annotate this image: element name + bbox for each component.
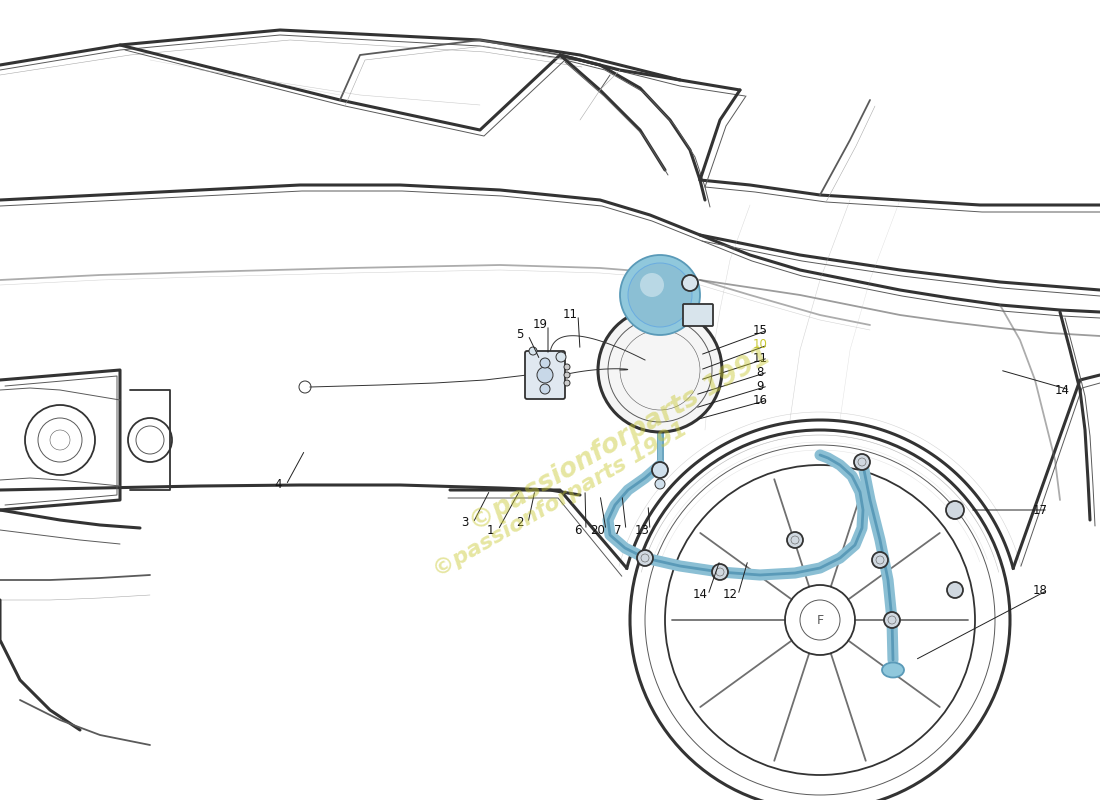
Circle shape <box>682 275 698 291</box>
Circle shape <box>786 532 803 548</box>
Text: 17: 17 <box>1033 503 1047 517</box>
Text: 16: 16 <box>752 394 768 406</box>
Text: 2: 2 <box>516 517 524 530</box>
Text: 7: 7 <box>614 523 622 537</box>
Circle shape <box>598 308 722 432</box>
Text: 20: 20 <box>591 523 605 537</box>
Text: 11: 11 <box>752 351 768 365</box>
Circle shape <box>712 564 728 580</box>
Circle shape <box>946 501 964 519</box>
FancyBboxPatch shape <box>525 351 565 399</box>
Text: F: F <box>816 614 824 626</box>
Text: 9: 9 <box>757 379 763 393</box>
Text: 14: 14 <box>693 589 707 602</box>
Circle shape <box>947 582 962 598</box>
Circle shape <box>637 550 653 566</box>
Text: 11: 11 <box>562 309 578 322</box>
Text: 6: 6 <box>574 523 582 537</box>
Text: 5: 5 <box>516 329 524 342</box>
Circle shape <box>854 454 870 470</box>
Circle shape <box>620 255 700 335</box>
Text: 1: 1 <box>486 523 494 537</box>
Text: ©passionforparts 1991: ©passionforparts 1991 <box>429 419 691 581</box>
Circle shape <box>540 358 550 368</box>
Circle shape <box>529 347 537 355</box>
Text: 19: 19 <box>532 318 548 331</box>
Circle shape <box>537 367 553 383</box>
Text: ©passionforparts 1991: ©passionforparts 1991 <box>464 343 776 537</box>
Text: 3: 3 <box>461 517 469 530</box>
Text: 15: 15 <box>752 323 768 337</box>
Circle shape <box>564 372 570 378</box>
Circle shape <box>640 273 664 297</box>
Circle shape <box>872 552 888 568</box>
Text: 12: 12 <box>723 589 737 602</box>
Circle shape <box>564 380 570 386</box>
Text: 18: 18 <box>1033 583 1047 597</box>
Circle shape <box>884 612 900 628</box>
Ellipse shape <box>882 662 904 678</box>
Circle shape <box>540 384 550 394</box>
Text: 4: 4 <box>274 478 282 491</box>
Circle shape <box>652 462 668 478</box>
Text: 10: 10 <box>752 338 768 351</box>
Text: 8: 8 <box>757 366 763 378</box>
Text: 14: 14 <box>1055 383 1069 397</box>
FancyBboxPatch shape <box>683 304 713 326</box>
Circle shape <box>628 263 692 327</box>
Circle shape <box>556 352 566 362</box>
Circle shape <box>564 364 570 370</box>
Circle shape <box>654 479 666 489</box>
Text: 13: 13 <box>635 523 649 537</box>
